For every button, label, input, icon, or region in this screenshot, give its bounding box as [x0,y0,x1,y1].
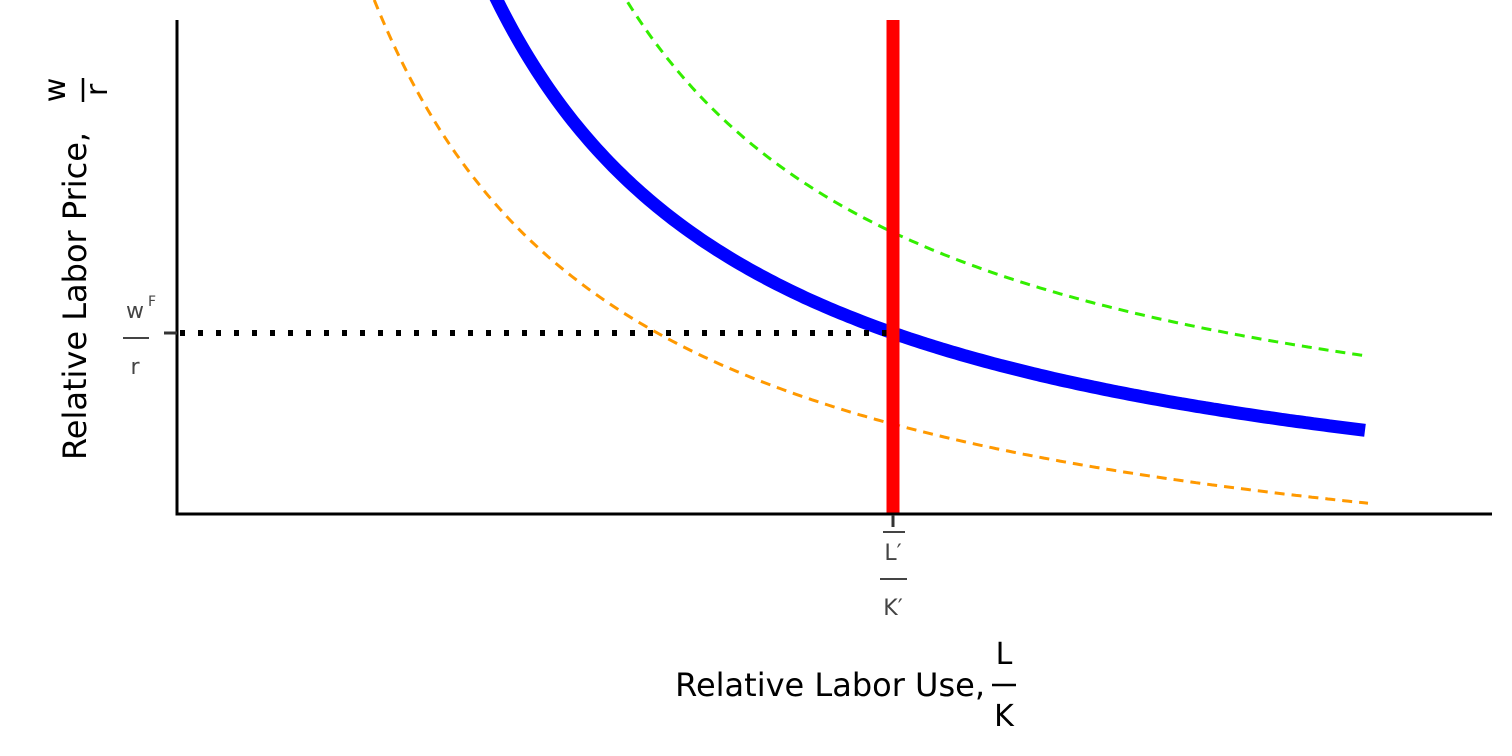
x-axis-title-denominator: K [994,699,1015,734]
y-axis-title-numerator: w [38,78,73,103]
y-tick-label-superscript: F [148,294,156,310]
x-tick-label-denominator: K′ [883,596,902,621]
y-tick-label-denominator: r [130,355,140,380]
curve-demand-increase [624,0,1369,358]
y-tick-label-numerator: w [126,299,144,324]
y-axis-title-text: Relative Labor Price, [56,132,94,460]
curve-demand [489,0,1366,437]
curve-demand-decrease [372,0,1369,505]
curves-layer [372,0,1369,505]
x-axis-title: Relative Labor Use, L K [675,637,1016,734]
x-tick-label-numerator: L′ [884,541,901,566]
y-tick-label: w F r [123,294,156,380]
x-tick-label: L′ K′ [880,531,907,621]
x-axis-title-text: Relative Labor Use, [675,666,985,704]
x-axis-title-numerator: L [996,637,1013,672]
y-axis-title: Relative Labor Price, w r [38,78,115,460]
y-axis-title-denominator: r [80,83,115,96]
